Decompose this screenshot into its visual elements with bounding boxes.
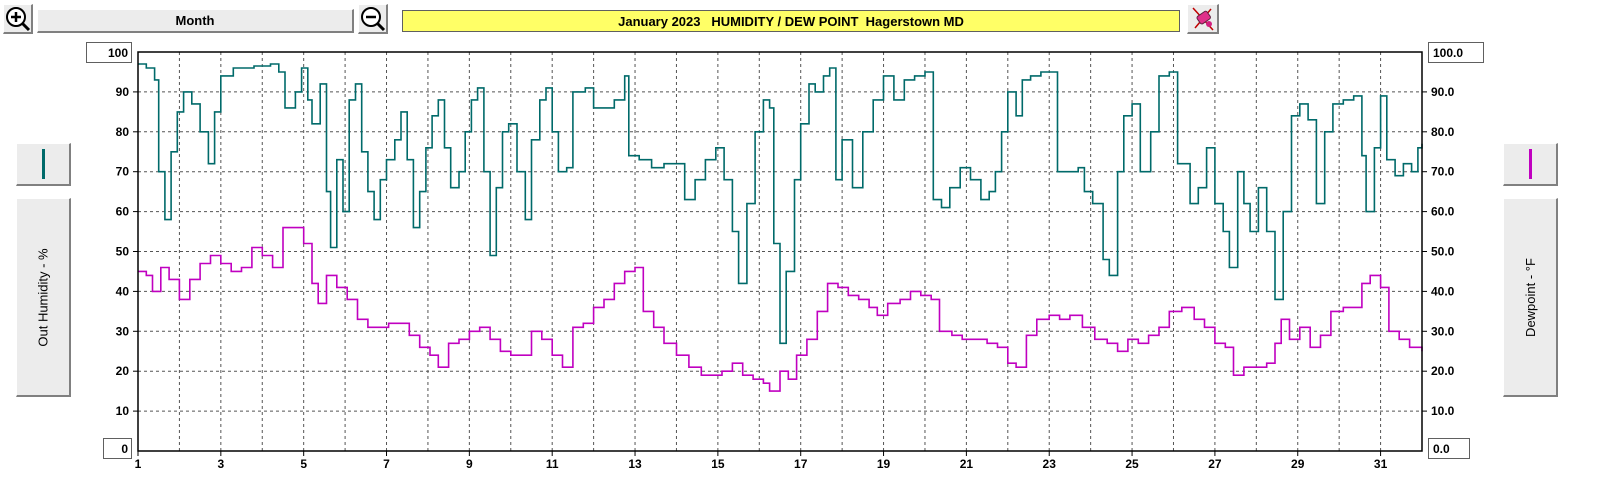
- y-right-tick-label: 90.0: [1431, 85, 1455, 99]
- x-tick-label: 25: [1125, 457, 1139, 471]
- left-axis-label-button[interactable]: Out Humidity - %: [16, 198, 71, 397]
- grid-lines: [138, 52, 1422, 451]
- y-max-left-value: 100: [107, 45, 128, 60]
- x-tick-label: 27: [1208, 457, 1222, 471]
- paint-settings-button[interactable]: [1187, 4, 1219, 34]
- y-right-tick-label: 80.0: [1431, 125, 1455, 139]
- dewpoint-series-swatch-button[interactable]: [1503, 143, 1558, 186]
- y-right-tick-label: 30.0: [1431, 324, 1455, 338]
- y-min-left-value: 0: [121, 441, 128, 456]
- x-tick-label: 1: [135, 457, 142, 471]
- x-tick-label: 11: [546, 457, 559, 471]
- x-tick-label: 21: [960, 457, 974, 471]
- y-min-left-box[interactable]: 0: [103, 438, 132, 459]
- y-left-tick-label: 20: [116, 364, 130, 378]
- x-tick-label: 3: [217, 457, 224, 471]
- humidity-series-line: [138, 63, 1423, 345]
- y-left-tick-label: 30: [116, 324, 130, 338]
- x-tick-label: 7: [383, 457, 390, 471]
- plot-frame: [137, 51, 1423, 452]
- x-tick-label: 5: [300, 457, 307, 471]
- humidity-swatch: [41, 149, 45, 179]
- x-tick-label: 17: [794, 457, 808, 471]
- y-min-right-box[interactable]: 0.0: [1428, 438, 1470, 459]
- y-right-tick-label: 60.0: [1431, 205, 1455, 219]
- x-tick-label: 13: [628, 457, 642, 471]
- y-right-tick-label: 20.0: [1431, 364, 1455, 378]
- right-axis-label: Dewpoint - °F: [1522, 257, 1538, 337]
- x-tick-label: 9: [466, 457, 473, 471]
- right-axis-label-button[interactable]: Dewpoint - °F: [1503, 198, 1558, 397]
- series-lines: [138, 63, 1423, 392]
- zoom-in-button[interactable]: [3, 4, 33, 34]
- humidity-series-swatch-button[interactable]: [16, 143, 71, 186]
- zoom-out-button[interactable]: [358, 4, 388, 34]
- zoom-in-icon: [5, 6, 30, 31]
- y-right-tick-label: 40.0: [1431, 284, 1455, 298]
- y-right-tick-label: 50.0: [1431, 245, 1455, 259]
- y-left-tick-label: 40: [116, 284, 130, 298]
- period-selector-button[interactable]: Month: [37, 9, 354, 33]
- dewpoint-swatch: [1528, 149, 1532, 179]
- x-tick-label: 15: [711, 457, 725, 471]
- y-max-right-value: 100.0: [1433, 45, 1464, 60]
- x-tick-label: 19: [877, 457, 891, 471]
- y-left-tick-label: 60: [116, 205, 130, 219]
- y-max-left-box[interactable]: 100: [86, 42, 132, 63]
- y-right-tick-label: 10.0: [1431, 404, 1455, 418]
- y-max-right-box[interactable]: 100.0: [1428, 42, 1484, 63]
- y-right-tick-label: 70.0: [1431, 165, 1455, 179]
- y-left-tick-label: 10: [116, 404, 130, 418]
- chart-title: January 2023 HUMIDITY / DEW POINT Hagers…: [402, 10, 1180, 32]
- paint-icon: [1191, 6, 1214, 31]
- left-axis-label: Out Humidity - %: [35, 247, 51, 347]
- dewpoint-series-line: [138, 226, 1423, 392]
- zoom-out-icon: [360, 6, 385, 31]
- y-left-tick-label: 90: [116, 85, 130, 99]
- y-left-tick-label: 70: [116, 165, 130, 179]
- x-tick-label: 29: [1291, 457, 1305, 471]
- tick-labels: 1 3 5 7 9 11 13 15 17 19 21 23 25 27 29 311020304050607…: [116, 85, 1455, 471]
- period-label: Month: [175, 13, 215, 28]
- chart-title-text: January 2023 HUMIDITY / DEW POINT Hagers…: [618, 13, 964, 29]
- y-left-tick-label: 50: [116, 245, 130, 259]
- x-tick-label: 31: [1374, 457, 1388, 471]
- x-tick-label: 23: [1043, 457, 1057, 471]
- y-min-right-value: 0.0: [1433, 441, 1450, 456]
- y-left-tick-label: 80: [116, 125, 130, 139]
